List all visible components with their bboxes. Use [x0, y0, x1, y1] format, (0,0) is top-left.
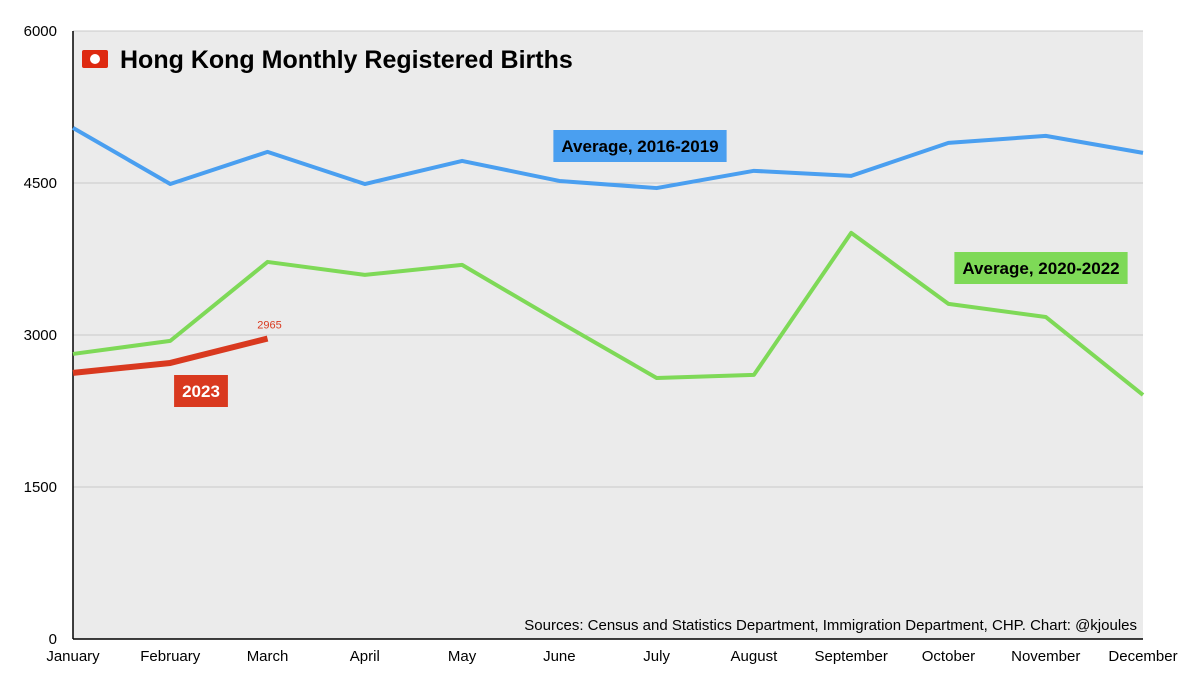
x-tick-label: March	[247, 648, 289, 665]
legend-box	[954, 252, 1128, 284]
legend-label: Average, 2020-2022	[962, 259, 1119, 278]
data-label: 2965	[257, 320, 281, 332]
x-tick-label: January	[46, 648, 100, 665]
legend-box	[553, 130, 727, 162]
y-tick-label: 1500	[24, 479, 57, 496]
x-tick-label: December	[1108, 648, 1177, 665]
legend-box	[174, 375, 228, 407]
series-line	[72, 335, 269, 376]
x-tick-label: May	[448, 648, 477, 665]
x-tick-label: November	[1011, 648, 1080, 665]
x-tick-label: June	[543, 648, 576, 665]
chart-title: Hong Kong Monthly Registered Births	[120, 46, 573, 74]
x-tick-label: April	[350, 648, 380, 665]
legend-label: Average, 2016-2019	[561, 137, 718, 156]
y-tick-label: 4500	[24, 175, 57, 192]
y-tick-label: 3000	[24, 327, 57, 344]
x-tick-label: February	[140, 648, 201, 665]
x-tick-label: September	[814, 648, 887, 665]
y-tick-label: 6000	[24, 23, 57, 40]
series-line	[72, 230, 1145, 397]
legend-label: 2023	[182, 382, 220, 401]
x-tick-label: July	[643, 648, 670, 665]
flag	[82, 50, 108, 68]
x-tick-label: August	[731, 648, 779, 665]
x-tick-label: October	[922, 648, 975, 665]
source-note: Sources: Census and Statistics Departmen…	[524, 617, 1137, 634]
y-tick-label: 0	[49, 631, 57, 648]
series-line	[72, 126, 1144, 191]
